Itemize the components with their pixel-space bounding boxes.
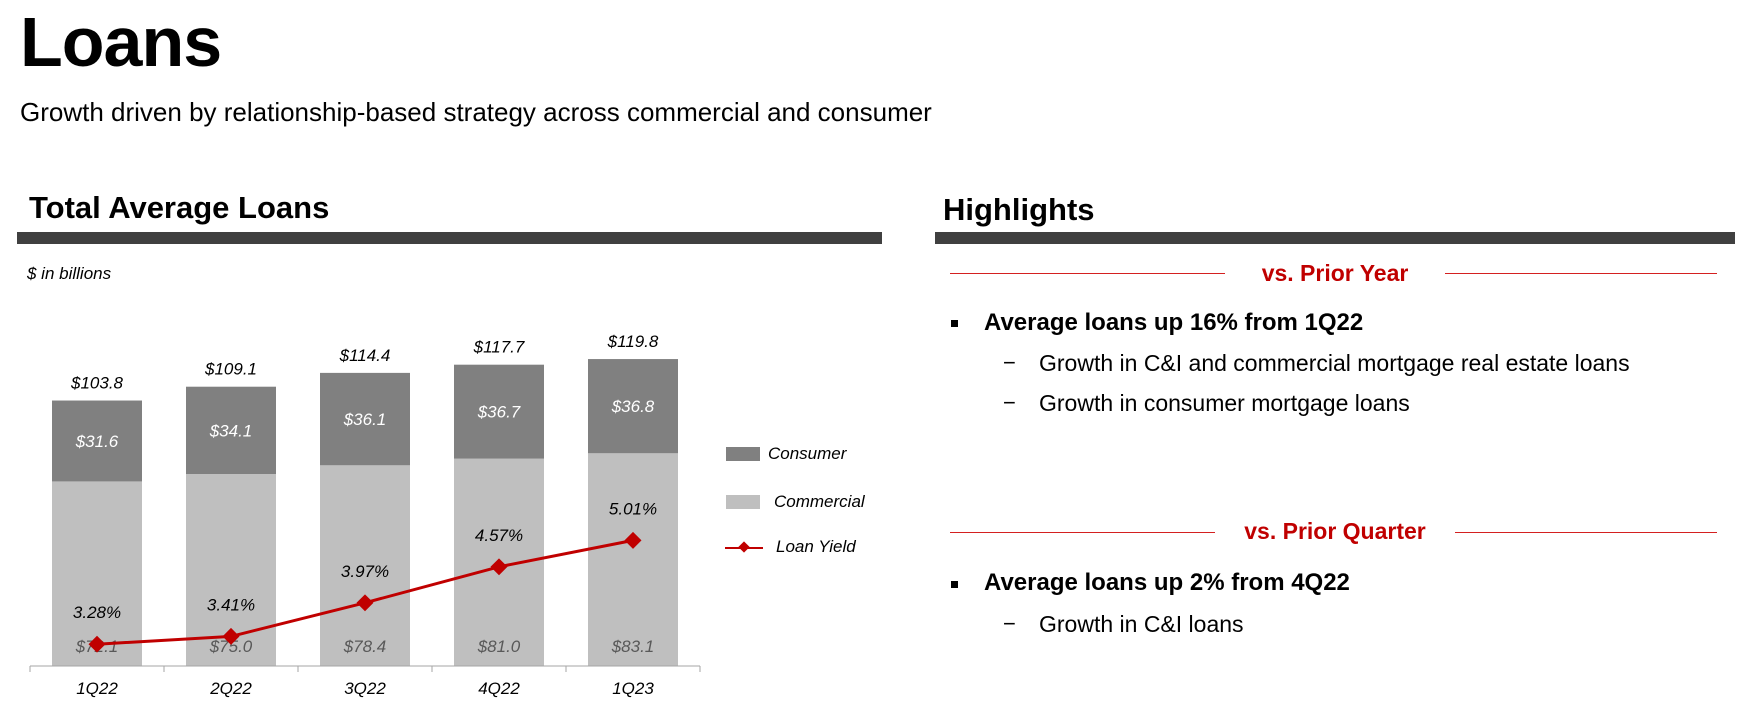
prior-quarter-sub-1: Growth in C&I loans xyxy=(1039,611,1244,637)
loan-yield-label: 3.97% xyxy=(341,562,389,581)
consumer-bar xyxy=(454,364,544,459)
loan-yield-point xyxy=(88,635,106,653)
consumer-bar xyxy=(52,400,142,482)
legend-commercial-swatch xyxy=(726,495,760,509)
commercial-value-label: $75.0 xyxy=(209,637,253,656)
loan-yield-label: 3.41% xyxy=(207,595,255,614)
x-tick-label: 4Q22 xyxy=(478,679,520,698)
legend-loan-yield-label: Loan Yield xyxy=(776,537,856,556)
consumer-value-label: $31.6 xyxy=(75,432,119,451)
loan-yield-label: 3.28% xyxy=(73,603,121,622)
prior-quarter-rule-right xyxy=(1455,532,1717,533)
prior-year-rule-left xyxy=(950,273,1225,274)
bullet-icon xyxy=(951,581,958,588)
commercial-value-label: $81.0 xyxy=(477,637,521,656)
page-subtitle: Growth driven by relationship-based stra… xyxy=(20,97,932,127)
legend-consumer-swatch xyxy=(726,447,760,461)
chart-section-title: Total Average Loans xyxy=(29,190,330,225)
loan-yield-point xyxy=(222,627,240,645)
prior-quarter-bullet: Average loans up 2% from 4Q22 xyxy=(984,569,1350,596)
consumer-bar xyxy=(320,372,410,466)
consumer-value-label: $34.1 xyxy=(209,421,253,440)
dash-icon: − xyxy=(1003,611,1016,636)
highlights-bar xyxy=(935,232,1735,244)
consumer-bar xyxy=(186,386,276,474)
loans-chart: $72.1$31.6$103.81Q22$75.0$34.1$109.12Q22… xyxy=(29,332,701,698)
consumer-value-label: $36.8 xyxy=(611,397,655,416)
loan-yield-label: 5.01% xyxy=(609,499,657,518)
commercial-value-label: $83.1 xyxy=(611,637,655,656)
loan-yield-point xyxy=(490,558,508,576)
total-value-label: $119.8 xyxy=(607,332,659,351)
prior-year-rule-right xyxy=(1445,273,1717,274)
x-tick-label: 2Q22 xyxy=(209,679,252,698)
prior-year-sub-1: Growth in C&I and commercial mortgage re… xyxy=(1039,350,1630,376)
highlights-title: Highlights xyxy=(943,192,1095,227)
commercial-bar xyxy=(320,465,410,666)
consumer-value-label: $36.7 xyxy=(477,403,521,422)
loan-yield-point xyxy=(624,531,642,549)
legend-consumer-label: Consumer xyxy=(768,444,847,463)
prior-year-heading: vs. Prior Year xyxy=(1261,260,1409,286)
loan-yield-point xyxy=(356,594,374,612)
total-value-label: $117.7 xyxy=(473,338,525,357)
legend-commercial-label: Commercial xyxy=(774,492,865,511)
prior-year-bullet: Average loans up 16% from 1Q22 xyxy=(984,309,1364,336)
total-value-label: $109.1 xyxy=(204,360,257,379)
x-tick-label: 1Q22 xyxy=(76,679,118,698)
total-value-label: $103.8 xyxy=(70,374,124,393)
prior-quarter-rule-left xyxy=(950,532,1215,533)
bullet-icon xyxy=(951,320,958,327)
prior-quarter-heading: vs. Prior Quarter xyxy=(1244,518,1426,544)
loan-yield-label: 4.57% xyxy=(475,526,523,545)
dash-icon: − xyxy=(1003,350,1016,375)
units-note: $ in billions xyxy=(27,264,112,283)
prior-year-sub-2: Growth in consumer mortgage loans xyxy=(1039,390,1410,416)
consumer-bar xyxy=(588,359,678,454)
x-tick-label: 1Q23 xyxy=(612,679,654,698)
page-title: Loans xyxy=(20,3,222,81)
chart-section-bar xyxy=(17,232,882,244)
total-value-label: $114.4 xyxy=(339,346,391,365)
commercial-bar xyxy=(588,453,678,666)
x-tick-label: 3Q22 xyxy=(344,679,386,698)
commercial-value-label: $78.4 xyxy=(343,637,387,656)
commercial-bar xyxy=(52,481,142,666)
dash-icon: − xyxy=(1003,390,1016,415)
consumer-value-label: $36.1 xyxy=(343,410,387,429)
